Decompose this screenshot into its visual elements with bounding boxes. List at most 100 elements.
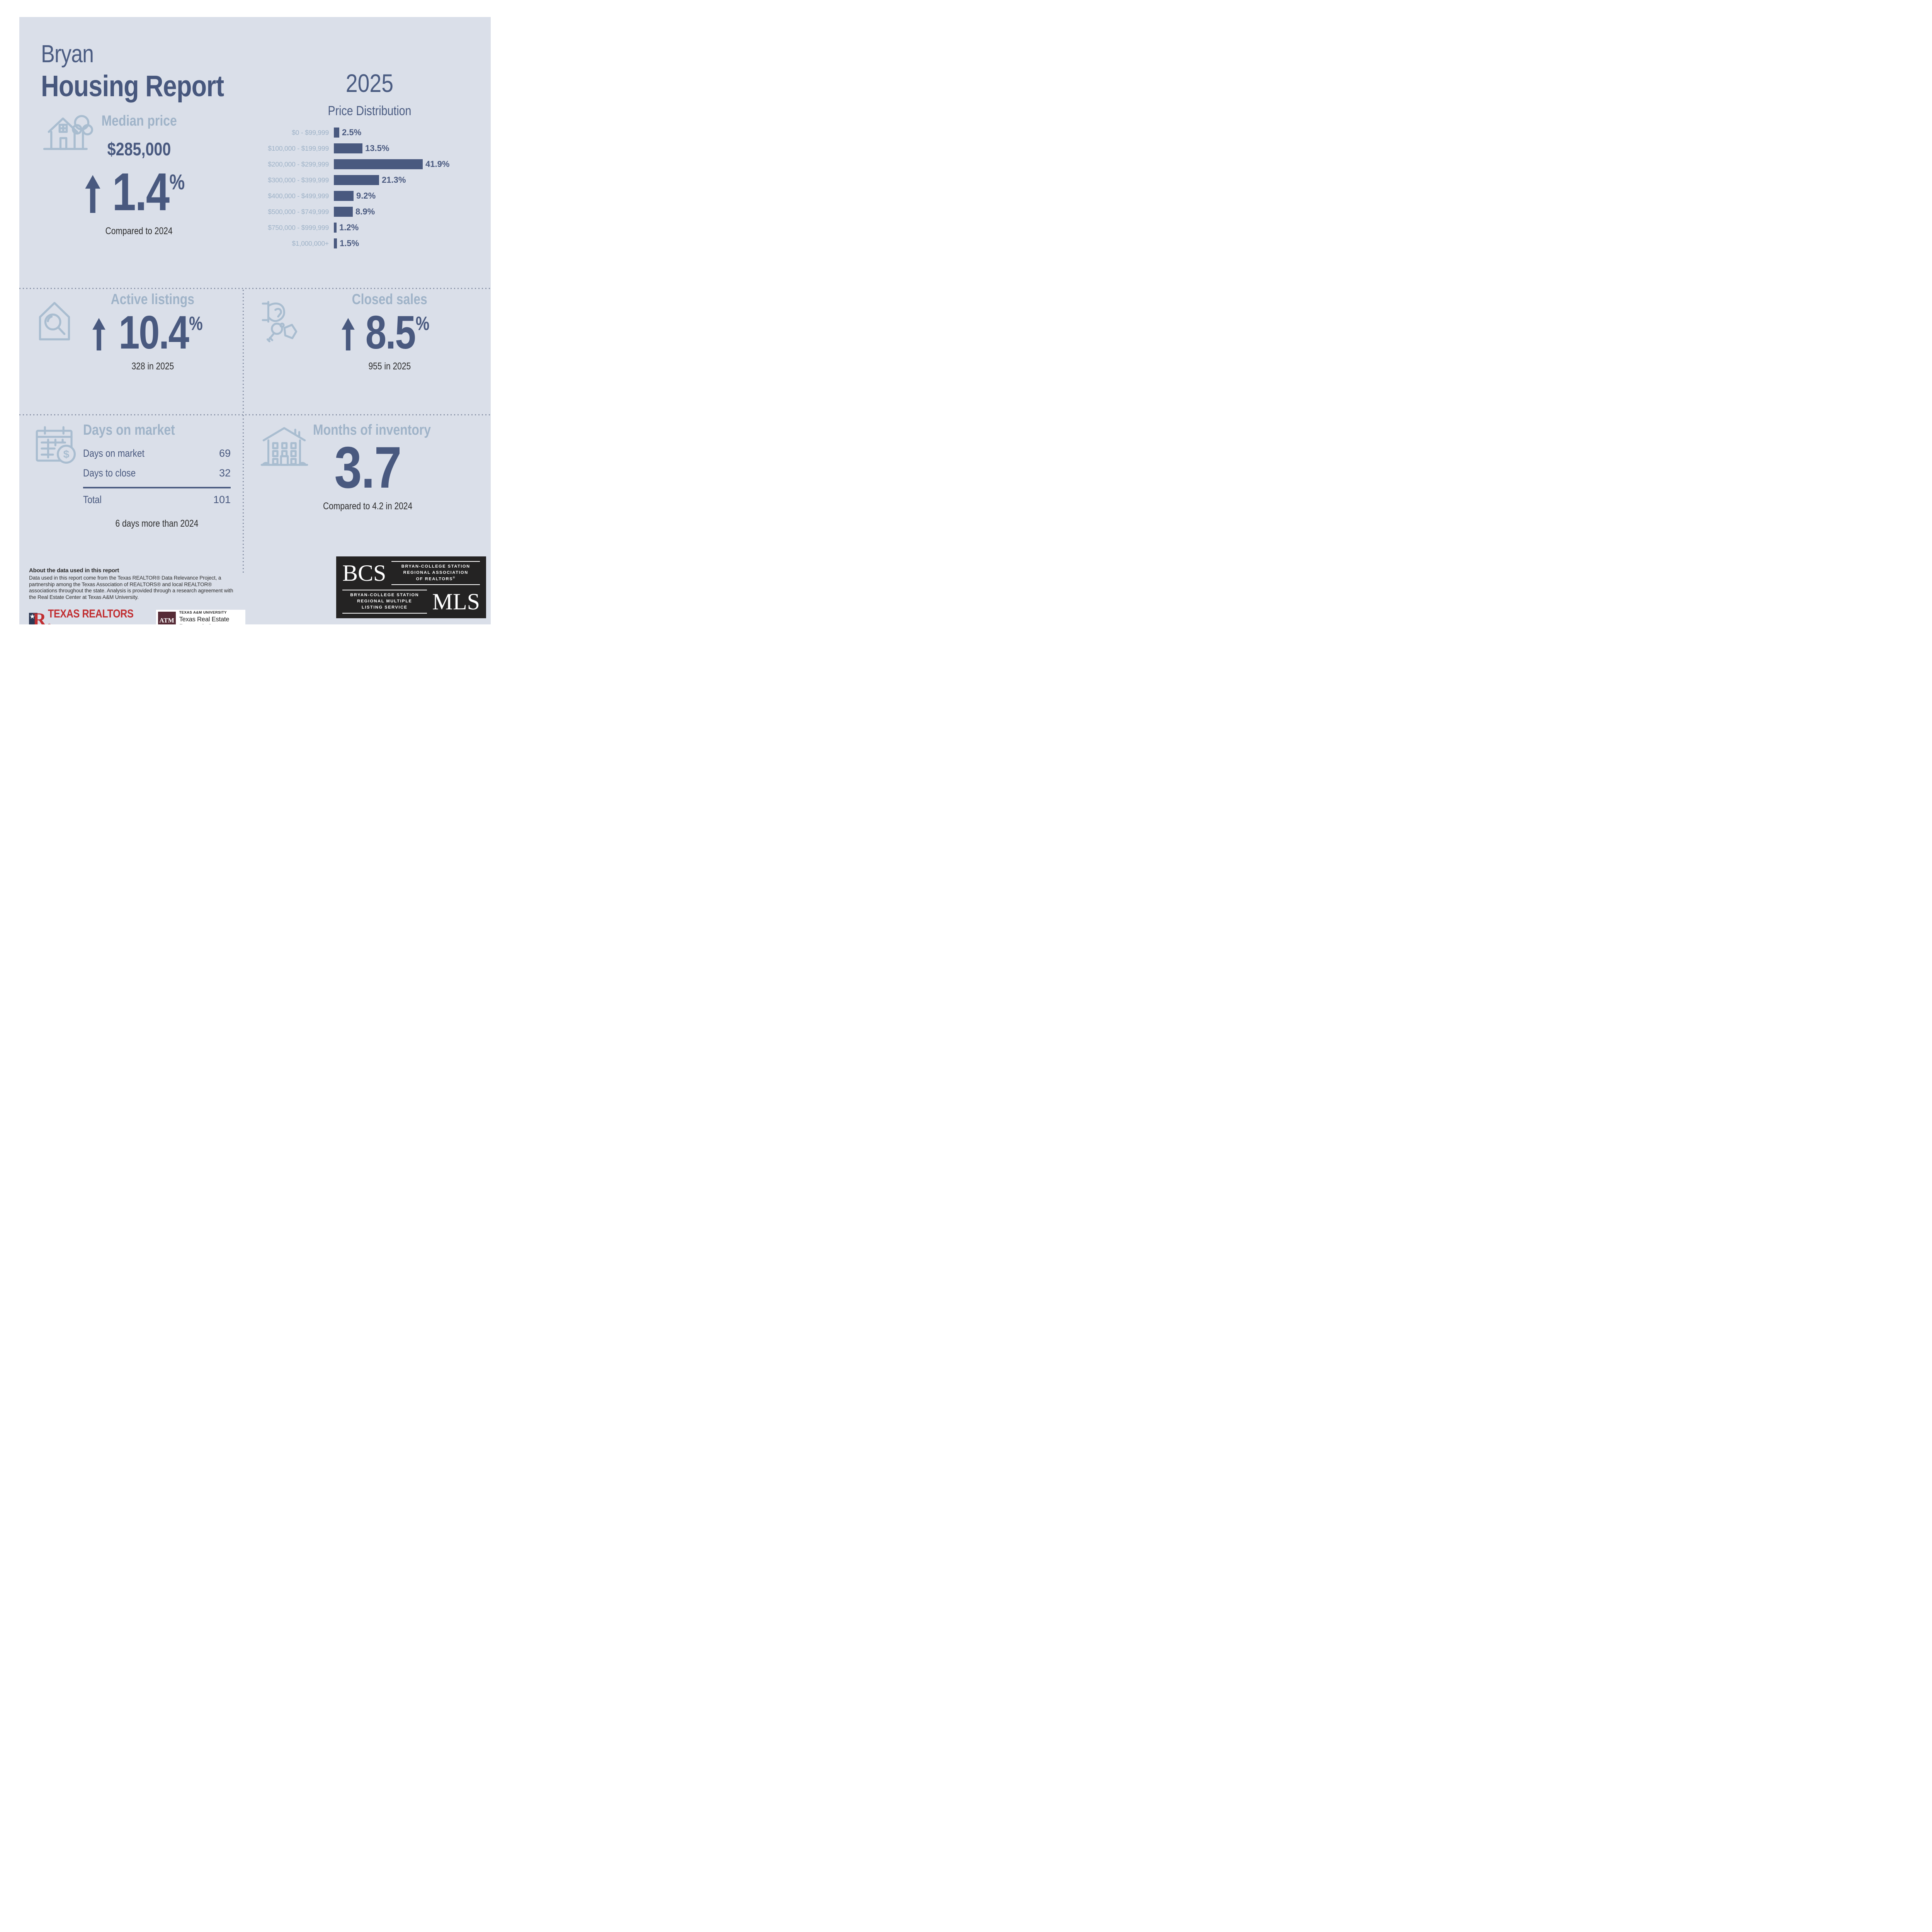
tamu-research-center-logo: ATM TEXAS A&M UNIVERSITY Texas Real Esta… (156, 609, 245, 624)
about-body: Data used in this report come from the T… (29, 575, 233, 600)
price-bar (334, 223, 337, 233)
total-label: Total (83, 494, 102, 505)
days-table: Days on market 69 Days to close 32 Total… (83, 444, 231, 510)
table-row: Days to close 32 (83, 463, 231, 483)
horizontal-divider-top (19, 288, 491, 289)
apartment-building-icon (260, 424, 309, 469)
bcs-mls-logo: BCS BRYAN-COLLEGE STATION REGIONAL ASSOC… (336, 556, 486, 618)
city-title: Bryan (41, 40, 94, 68)
report-title-block: Bryan Housing Report (41, 41, 259, 102)
price-distribution-row: $400,000 - $499,999 9.2% (253, 191, 485, 201)
price-percent: 9.2% (356, 191, 376, 201)
bcs-logo-bottom-row: BRYAN-COLLEGE STATION REGIONAL MULTIPLE … (342, 590, 480, 614)
closed-sales-section: Closed sales 8.5 % 955 in 2025 (251, 292, 485, 372)
days-row-value: 32 (219, 467, 231, 479)
bcs-org-line: OF REALTORS® (416, 576, 456, 582)
up-arrow-icon (85, 175, 100, 213)
up-arrow-icon (342, 318, 355, 351)
price-distribution-row: $100,000 - $199,999 13.5% (253, 143, 485, 153)
median-price-label: Median price (101, 113, 177, 129)
about-heading: About the data used in this report (29, 567, 119, 574)
price-percent: 13.5% (365, 143, 389, 153)
closed-sales-change: 8.5 (366, 306, 416, 359)
price-percent: 8.9% (355, 207, 375, 216)
active-listings-label: Active listings (111, 291, 195, 308)
star-icon: ★ (29, 612, 36, 620)
price-distribution-row: $1,000,000+ 1.5% (253, 238, 485, 248)
hand-keys-icon (260, 297, 303, 347)
price-bar (334, 175, 379, 185)
bcs-org-line: BRYAN-COLLEGE STATION (401, 564, 470, 569)
closed-sales-label: Closed sales (352, 291, 427, 308)
median-price-section: Median price $285,000 1.4 % Compared to … (35, 114, 243, 237)
price-range-label: $400,000 - $499,999 (268, 192, 329, 200)
calendar-dollar-icon: $ (34, 424, 80, 467)
svg-text:$: $ (63, 448, 70, 460)
days-row-value: 69 (219, 447, 231, 459)
inventory-note: Compared to 4.2 in 2024 (323, 501, 413, 512)
texas-realtors-emblem-icon: ★ R (29, 610, 46, 624)
price-range-label: $0 - $99,999 (292, 128, 329, 136)
price-percent: 1.2% (339, 223, 359, 232)
closed-sales-unit: % (416, 313, 430, 334)
price-distribution-row: $500,000 - $749,999 8.9% (253, 207, 485, 217)
price-range-label: $100,000 - $199,999 (268, 144, 329, 152)
bcs-acronym: BCS (342, 560, 386, 586)
table-row: Days on market 69 (83, 444, 231, 463)
days-on-market-section: $ Days on market Days on market 69 Days … (25, 420, 237, 529)
horizontal-divider-bottom (19, 414, 491, 415)
up-arrow-icon (92, 318, 105, 351)
active-listings-note: 328 in 2025 (131, 361, 174, 372)
price-distribution-section: 2025 Price Distribution $0 - $99,999 2.5%… (253, 70, 485, 248)
price-percent: 41.9% (425, 159, 450, 169)
vertical-divider (243, 290, 244, 575)
price-range-label: $750,000 - $999,999 (268, 223, 329, 231)
table-total-row: Total 101 (83, 490, 231, 510)
texas-realtors-logo: ★ R TEXAS REALTORS ® (29, 607, 150, 624)
days-row-label: Days on market (83, 447, 145, 459)
closed-sales-stat: 8.5 % (294, 306, 485, 359)
active-listings-change: 10.4 (119, 306, 189, 359)
bcs-logo-top-row: BCS BRYAN-COLLEGE STATION REGIONAL ASSOC… (342, 561, 480, 585)
price-distribution-row: $750,000 - $999,999 1.2% (253, 223, 485, 233)
house-magnifier-icon (34, 297, 75, 344)
total-divider-line (83, 487, 231, 488)
texas-realtors-text: TEXAS REALTORS (48, 607, 134, 620)
bcs-association-text: BRYAN-COLLEGE STATION REGIONAL ASSOCIATI… (391, 561, 480, 585)
days-note: 6 days more than 2024 (115, 518, 199, 529)
mls-acronym: MLS (432, 589, 480, 615)
report-panel: Bryan Housing Report Median price $285,0… (19, 17, 491, 624)
active-listings-unit: % (189, 313, 203, 334)
price-bar (334, 191, 354, 201)
price-bar (334, 143, 362, 153)
partner-logos: ★ R TEXAS REALTORS ® ATM TEXAS A&M UNIVER… (29, 607, 245, 624)
tamu-university-line: TEXAS A&M UNIVERSITY (179, 610, 227, 615)
report-title: Housing Report (41, 70, 224, 103)
tamu-center-line: Texas Real Estate Research Center (179, 616, 230, 624)
price-bar (334, 128, 339, 138)
about-data-block: About the data used in this report Data … (29, 567, 245, 624)
price-distribution-row: $300,000 - $399,999 21.3% (253, 175, 485, 185)
inventory-label: Months of inventory (313, 422, 431, 438)
price-range-label: $300,000 - $399,999 (268, 176, 329, 184)
bcs-org-line: REGIONAL ASSOCIATION (403, 570, 468, 575)
price-bar (334, 238, 337, 248)
days-row-label: Days to close (83, 467, 136, 479)
price-distribution-title: Price Distribution (328, 104, 411, 118)
median-change-unit: % (169, 170, 185, 194)
price-percent: 1.5% (340, 238, 359, 248)
price-distribution-chart: $0 - $99,999 2.5% $100,000 - $199,999 13.5%… (253, 128, 485, 248)
mls-org-line: REGIONAL MULTIPLE (357, 599, 412, 604)
months-of-inventory-section: Months of inventory 3.7 Compared to 4.2 … (251, 420, 485, 512)
active-listings-section: Active listings 10.4 % 328 in 2025 (25, 292, 237, 372)
total-value: 101 (213, 494, 231, 505)
registered-mark: ® (48, 623, 51, 624)
price-bar (334, 207, 353, 217)
price-percent: 2.5% (342, 128, 362, 137)
mls-org-line: LISTING SERVICE (362, 605, 408, 610)
median-price-value: $285,000 (107, 139, 171, 159)
mls-service-text: BRYAN-COLLEGE STATION REGIONAL MULTIPLE … (342, 590, 427, 614)
price-range-label: $500,000 - $749,999 (268, 207, 329, 216)
price-distribution-row: $200,000 - $299,999 41.9% (253, 159, 485, 169)
median-note: Compared to 2024 (105, 226, 173, 237)
